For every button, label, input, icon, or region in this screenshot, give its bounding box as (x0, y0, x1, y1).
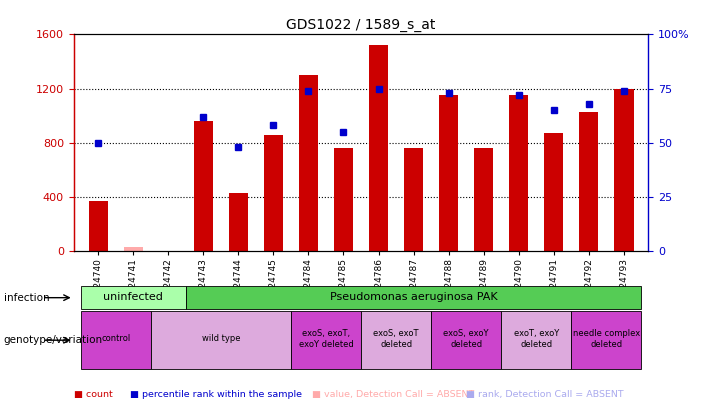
Text: ■ rank, Detection Call = ABSENT: ■ rank, Detection Call = ABSENT (466, 390, 624, 399)
Text: needle complex
deleted: needle complex deleted (573, 329, 640, 349)
Bar (81, 286, 186, 309)
Text: exoS, exoY
deleted: exoS, exoY deleted (444, 329, 489, 349)
Bar (151, 311, 291, 369)
Text: control: control (101, 335, 130, 343)
Text: ■ count: ■ count (74, 390, 112, 399)
Bar (404, 148, 423, 251)
Title: GDS1022 / 1589_s_at: GDS1022 / 1589_s_at (286, 18, 436, 32)
Text: infection: infection (4, 293, 49, 303)
Text: genotype/variation: genotype/variation (4, 335, 102, 345)
Bar (81, 311, 151, 369)
Text: ■ value, Detection Call = ABSENT: ■ value, Detection Call = ABSENT (312, 390, 474, 399)
Text: Pseudomonas aeruginosa PAK: Pseudomonas aeruginosa PAK (329, 292, 498, 302)
Bar (509, 95, 529, 251)
Bar (474, 148, 494, 251)
Bar (193, 121, 213, 251)
Bar (88, 201, 108, 251)
Bar (501, 311, 571, 369)
Bar (229, 193, 248, 251)
Bar (299, 75, 318, 251)
Text: ■ percentile rank within the sample: ■ percentile rank within the sample (130, 390, 301, 399)
Text: exoT, exoY
deleted: exoT, exoY deleted (514, 329, 559, 349)
Bar (291, 311, 361, 369)
Bar (264, 134, 283, 251)
Text: exoS, exoT
deleted: exoS, exoT deleted (374, 329, 418, 349)
Bar (439, 95, 458, 251)
Bar (361, 311, 431, 369)
Bar (579, 112, 599, 251)
Bar (334, 148, 353, 251)
Bar (614, 89, 634, 251)
Text: exoS, exoT,
exoY deleted: exoS, exoT, exoY deleted (299, 329, 353, 349)
Bar (369, 45, 388, 251)
Bar (571, 311, 641, 369)
Text: uninfected: uninfected (103, 292, 163, 302)
Bar (544, 133, 564, 251)
Text: wild type: wild type (202, 335, 240, 343)
Bar (123, 247, 143, 251)
Bar (186, 286, 641, 309)
Bar (431, 311, 501, 369)
